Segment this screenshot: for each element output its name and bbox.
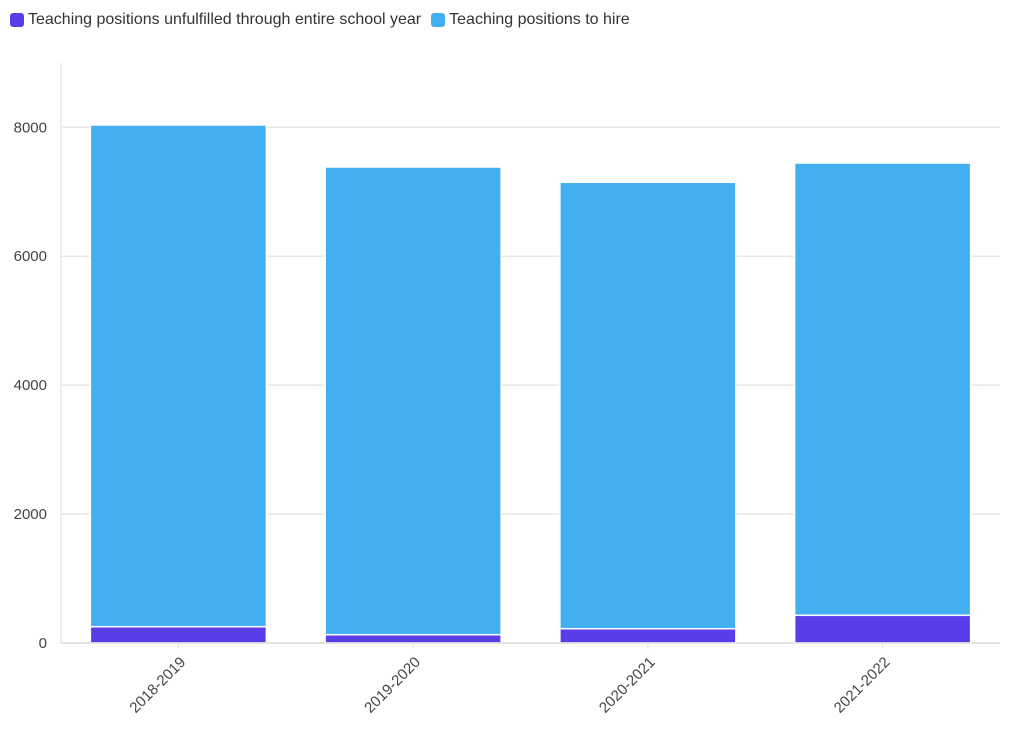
x-tick-label: 2020-2021 bbox=[596, 654, 659, 717]
bar-to-hire bbox=[324, 166, 502, 636]
y-tick-label: 8000 bbox=[14, 119, 47, 136]
bar-unfulfilled bbox=[324, 633, 502, 644]
legend-item-to-hire[interactable]: Teaching positions to hire bbox=[431, 11, 630, 29]
legend-swatch bbox=[431, 13, 446, 27]
bar-to-hire bbox=[559, 181, 737, 630]
legend-item-unfulfilled[interactable]: Teaching positions unfulfilled through e… bbox=[10, 11, 421, 29]
y-tick-label: 2000 bbox=[14, 506, 47, 523]
x-tick-label: 2021-2022 bbox=[831, 654, 894, 717]
y-tick-label: 6000 bbox=[14, 248, 47, 265]
bar-unfulfilled bbox=[559, 627, 737, 644]
legend: Teaching positions unfulfilled through e… bbox=[10, 11, 630, 29]
bar-unfulfilled bbox=[89, 625, 268, 644]
bar-unfulfilled bbox=[793, 614, 972, 644]
legend-label: Teaching positions to hire bbox=[449, 11, 630, 28]
y-tick-label: 0 bbox=[39, 635, 47, 652]
x-tick-label: 2018-2019 bbox=[126, 654, 189, 717]
x-tick-label: 2019-2020 bbox=[361, 654, 424, 717]
y-tick-label: 4000 bbox=[14, 377, 47, 394]
legend-swatch bbox=[10, 13, 24, 27]
legend-label: Teaching positions unfulfilled through e… bbox=[28, 11, 422, 28]
bar-to-hire bbox=[89, 124, 268, 628]
bar-to-hire bbox=[793, 162, 972, 617]
